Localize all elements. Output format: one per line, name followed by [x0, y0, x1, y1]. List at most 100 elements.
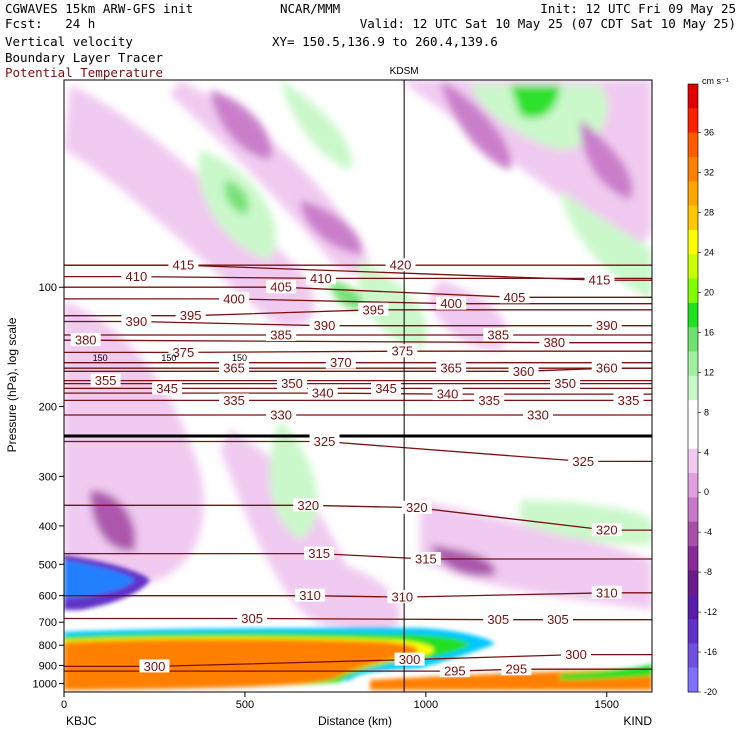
x-tick-label: 1000: [414, 699, 438, 711]
theta-label-bg: [436, 361, 467, 375]
theta-label-415: 415: [173, 258, 195, 273]
theta-label-bg: [508, 364, 539, 378]
y-tick-label: 400: [39, 521, 57, 533]
theta-label-bg: [591, 318, 622, 332]
theta-label-370: 370: [330, 355, 352, 370]
header-cross-section-coords: XY= 150.5,136.9 to 260.4,139.6: [272, 34, 498, 49]
y-tick-label: 800: [39, 640, 57, 652]
theta-label-335: 335: [478, 393, 500, 408]
colorbar-swatch: [688, 278, 698, 304]
theta-label-305: 305: [241, 611, 263, 626]
colorbar-swatch: [688, 473, 698, 498]
theta-label-bg: [591, 585, 622, 599]
isentrope-405: [64, 286, 652, 298]
theta-label-bg: [276, 376, 307, 390]
colorbar-tick-label: 12: [704, 367, 714, 377]
theta-label-bg: [266, 280, 297, 294]
isentrope-325: [64, 440, 652, 463]
theta-label-335: 335: [223, 393, 245, 408]
header-field-boundary-layer: Boundary Layer Tracer: [5, 50, 164, 65]
colorbar: 36 32 28 24 20 16 12 8 4 0 -4 -8 -12 -16 -20: [687, 83, 717, 697]
theta-label-315: 315: [415, 552, 437, 567]
theta-label-bg: [152, 381, 183, 395]
theta-label-bg: [219, 393, 250, 407]
theta-label-340: 340: [312, 386, 334, 401]
theta-label-405: 405: [504, 290, 526, 305]
y-tick-label: 100: [39, 282, 57, 294]
colorbar-swatch: [688, 229, 698, 255]
theta-label-375: 375: [173, 345, 195, 360]
theta-label-320: 320: [596, 523, 618, 538]
x-tick-label: 0: [61, 699, 67, 711]
colorbar-swatch: [688, 400, 698, 425]
theta-label-bg: [394, 652, 425, 666]
theta-label-bg: [90, 373, 121, 387]
theta-label-415: 415: [589, 273, 611, 288]
theta-label-bg: [371, 381, 402, 395]
colorbar-tick-label: 16: [704, 327, 714, 337]
y-axis-label: Pressure (hPa), log scale: [5, 317, 19, 452]
theta-label-390: 390: [126, 314, 148, 329]
theta-label-385: 385: [270, 328, 292, 343]
theta-label-bg: [304, 546, 335, 560]
theta-label-bg: [168, 345, 199, 359]
colorbar-swatch: [688, 84, 698, 109]
theta-label-bg: [591, 361, 622, 375]
theta-label-bg: [499, 290, 530, 304]
theta-label-300: 300: [399, 652, 421, 667]
theta-label-bg: [483, 328, 514, 342]
left-endpoint-label: KBJC: [66, 714, 97, 728]
colorbar-tick-label: 0: [704, 487, 709, 497]
x-axis-ticks: 0 500 1000 1500: [61, 692, 619, 711]
x-tick-label: 500: [236, 699, 254, 711]
theta-label-390: 390: [596, 318, 618, 333]
colorbar-tick-label: -20: [704, 687, 717, 697]
theta-label-bg: [309, 434, 340, 448]
theta-label-bg: [385, 258, 416, 272]
colorbar-swatch: [688, 667, 698, 693]
colorbar-swatch: [688, 302, 698, 328]
theta-label-bg: [237, 611, 268, 625]
colorbar-unit: cm s⁻¹: [702, 76, 729, 86]
tropopause-label: 150: [232, 353, 247, 363]
header-valid-time: Valid: 12 UTC Sat 10 May 25 (07 CDT Sat …: [359, 16, 736, 31]
theta-label-365: 365: [440, 361, 462, 376]
colorbar-tick-label: 28: [704, 208, 714, 218]
theta-labels: 420 415 415 410 410 405 405 400 400 395 395 390 390 3…: [70, 258, 644, 679]
colorbar-swatch: [688, 448, 698, 474]
y-tick-label: 700: [39, 617, 57, 629]
colorbar-swatch: [688, 351, 698, 377]
theta-label-340: 340: [437, 387, 459, 402]
header-field-vertical-velocity: Vertical velocity: [5, 34, 133, 49]
theta-label-360: 360: [596, 361, 618, 376]
y-tick-label: 300: [39, 471, 57, 483]
theta-label-375: 375: [391, 344, 413, 359]
theta-label-bg: [561, 647, 592, 661]
theta-label-bg: [387, 590, 418, 604]
theta-label-bg: [70, 333, 101, 347]
theta-label-310: 310: [391, 590, 413, 605]
theta-label-410: 410: [126, 269, 148, 284]
theta-label-325: 325: [572, 454, 594, 469]
theta-label-bg: [168, 258, 199, 272]
theta-label-325: 325: [314, 434, 336, 449]
colorbar-swatch: [688, 254, 698, 280]
colorbar-tick-label: 4: [704, 447, 709, 457]
colorbar-swatch: [688, 205, 698, 231]
colorbar-swatch: [688, 570, 698, 596]
theta-label-345: 345: [156, 381, 178, 396]
colorbar-swatch: [688, 619, 698, 644]
theta-label-bg: [613, 393, 644, 407]
theta-label-bg: [501, 662, 532, 676]
theta-label-330: 330: [527, 407, 549, 422]
theta-label-400: 400: [223, 291, 245, 306]
theta-label-320: 320: [297, 498, 319, 513]
y-axis-ticks: 100 200 300 400 500 600 700 800 900 1000: [33, 282, 64, 691]
theta-label-305: 305: [547, 612, 569, 627]
theta-label-310: 310: [596, 585, 618, 600]
theta-label-bg: [439, 664, 470, 678]
isentrope-400: [64, 298, 652, 305]
theta-label-410: 410: [310, 271, 332, 286]
colorbar-tick-label: 32: [704, 168, 714, 178]
theta-label-335: 335: [618, 393, 640, 408]
